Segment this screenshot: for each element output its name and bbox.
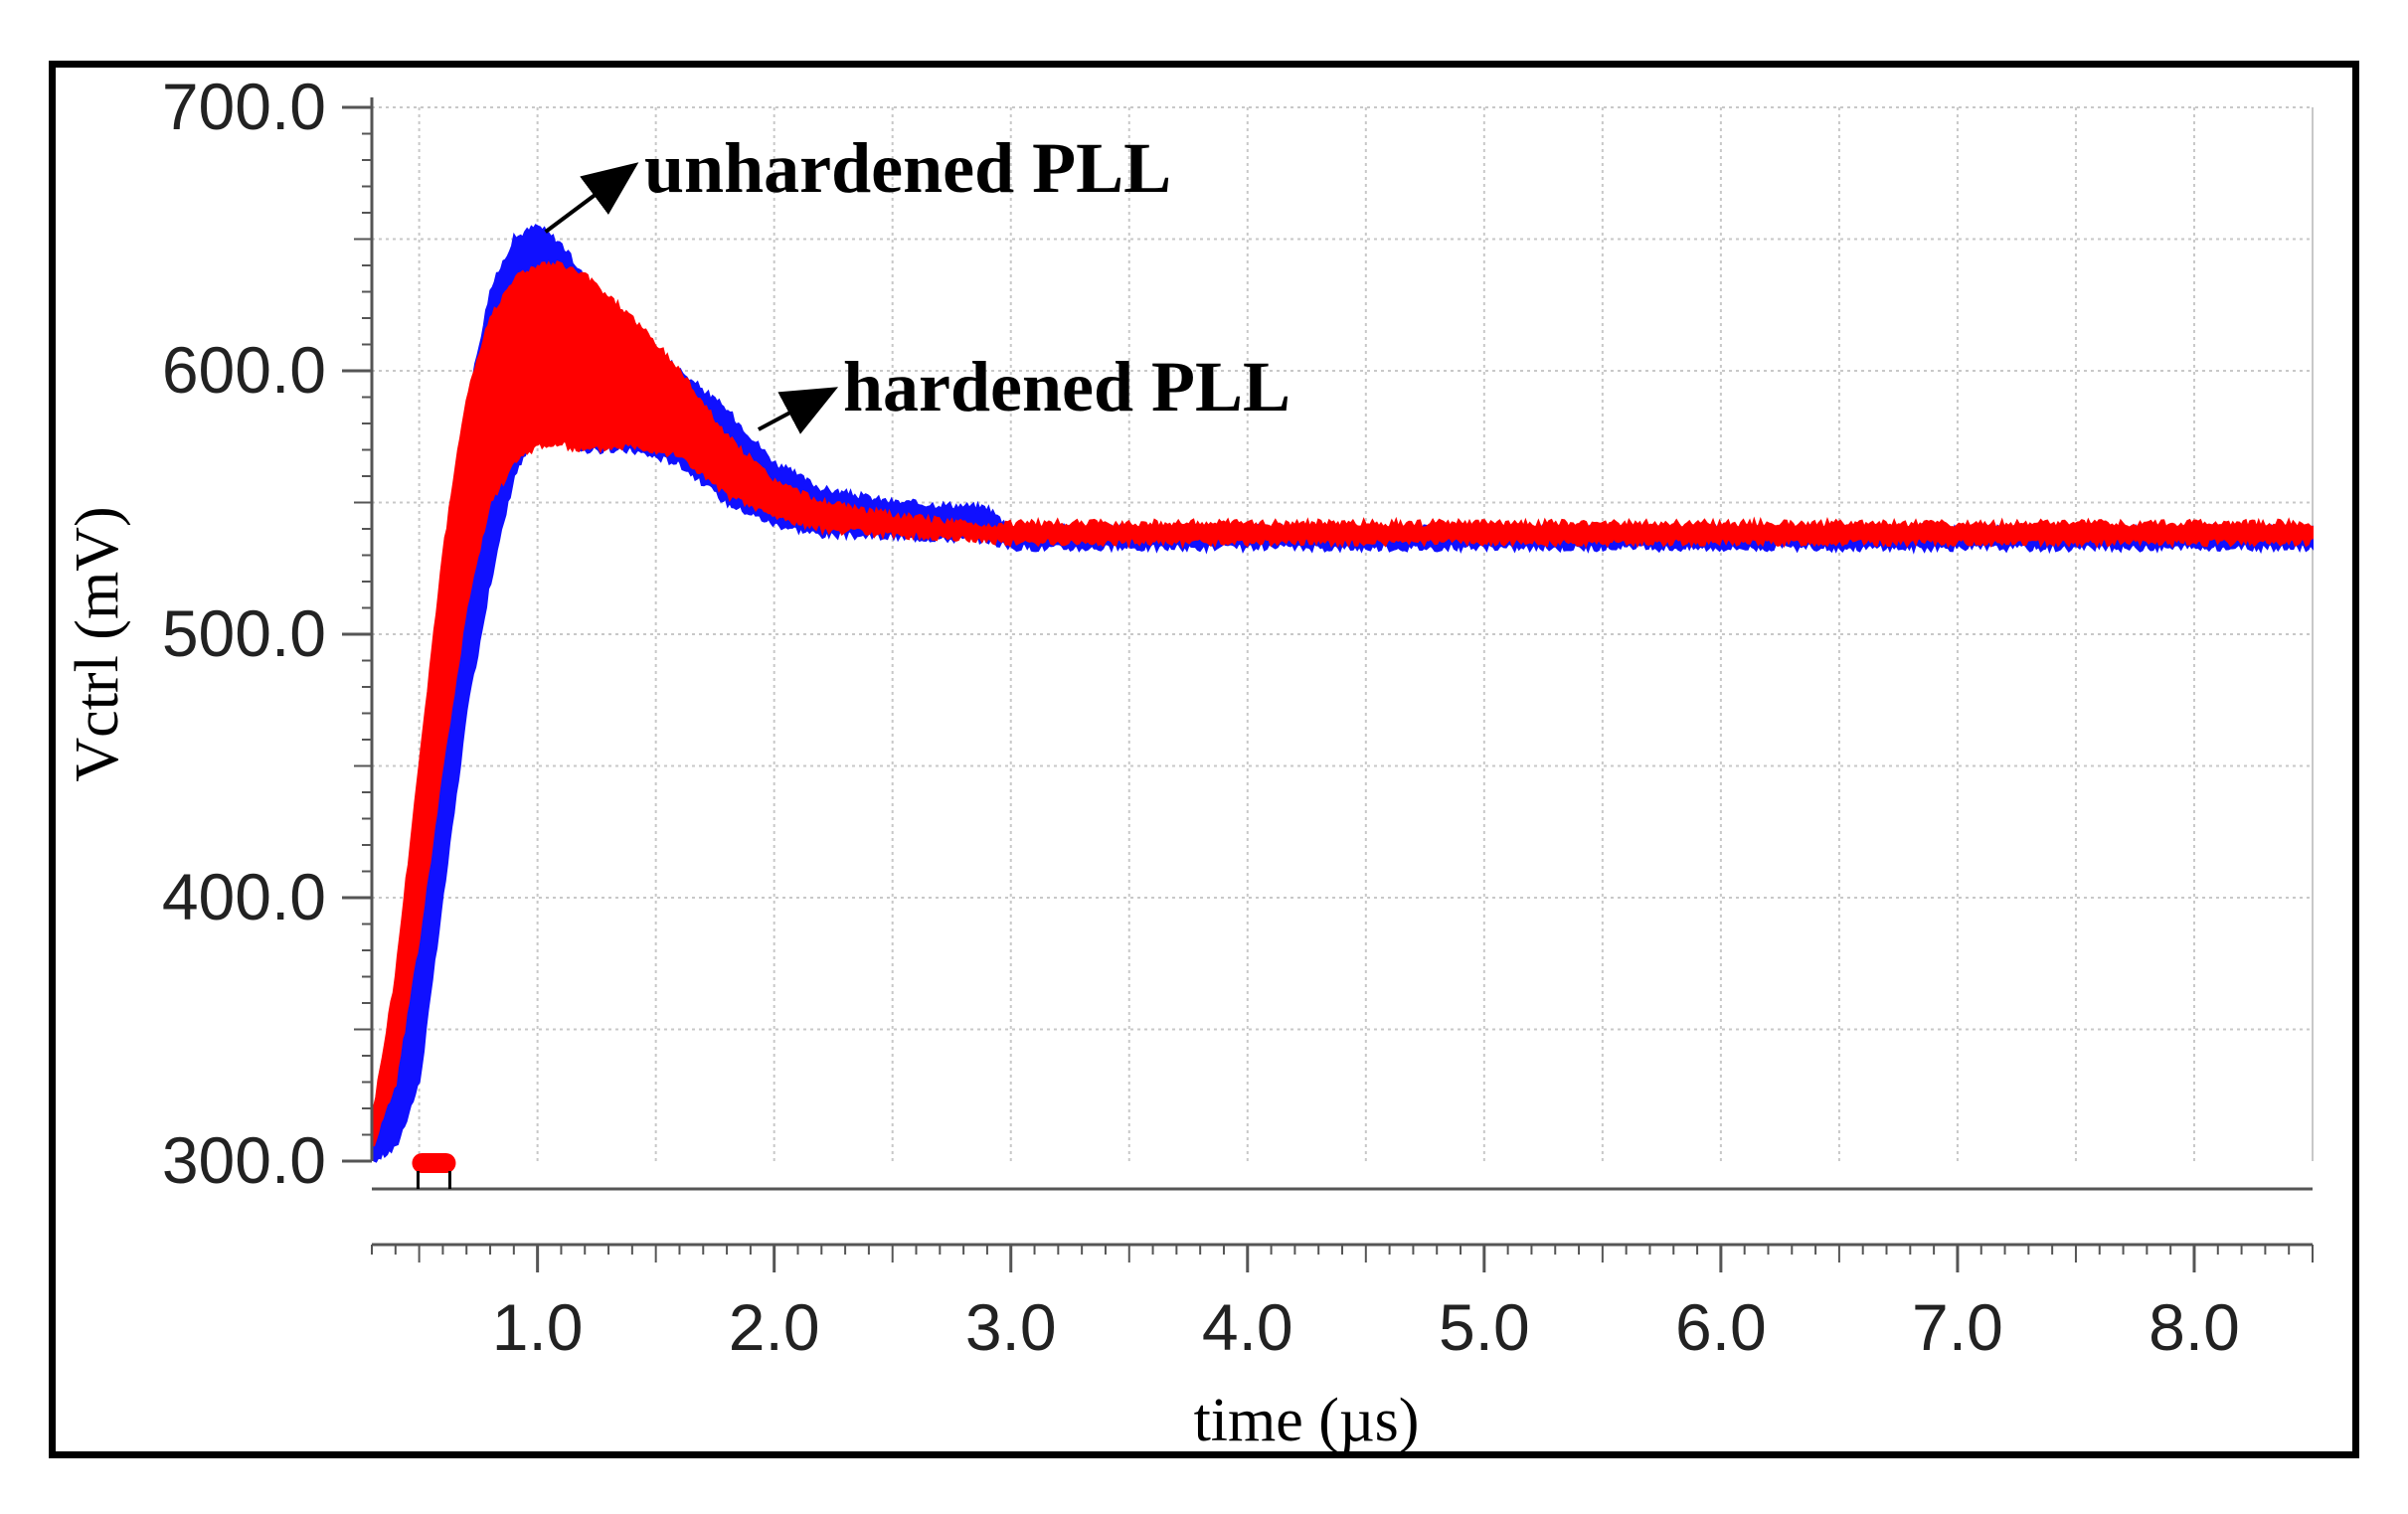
annotation-arrow-hardened-pll bbox=[757, 387, 839, 434]
grid-lines bbox=[372, 106, 2314, 1161]
x-tick-label: 5.0 bbox=[1439, 1290, 1530, 1364]
x-tick-label: 8.0 bbox=[2149, 1290, 2240, 1364]
vctrl-time-chart: 300.0 400.0 500.0 600.0 700.0 1.0 2.0 3.0 4.0 5.0… bbox=[64, 70, 2314, 1451]
x-tick-label: 7.0 bbox=[1912, 1290, 2003, 1364]
x-tick-label: 2.0 bbox=[729, 1290, 820, 1364]
x-tick-label: 4.0 bbox=[1202, 1290, 1293, 1364]
x-axis-title: time (µs) bbox=[1194, 1387, 1420, 1451]
cursor-marker-legs bbox=[416, 1171, 451, 1189]
y-tick-label: 300.0 bbox=[162, 1123, 326, 1197]
series-bands bbox=[371, 224, 2314, 1163]
cursor-marker bbox=[412, 1153, 456, 1173]
y-tick-label: 500.0 bbox=[162, 596, 326, 670]
tick-labels: 300.0 400.0 500.0 600.0 700.0 1.0 2.0 3.0 4.0 5.0… bbox=[162, 70, 2240, 1364]
x-tick-label: 3.0 bbox=[965, 1290, 1057, 1364]
x-tick-label: 6.0 bbox=[1675, 1290, 1767, 1364]
tick-marks bbox=[342, 105, 2314, 1272]
series-band-hardened-pll bbox=[371, 260, 2314, 1147]
x-tick-label: 1.0 bbox=[492, 1290, 584, 1364]
annotation-arrow-unhardened-pll bbox=[544, 162, 639, 234]
axes bbox=[370, 97, 2313, 1247]
y-tick-label: 600.0 bbox=[162, 333, 326, 407]
y-tick-label: 700.0 bbox=[162, 70, 326, 143]
y-tick-label: 400.0 bbox=[162, 860, 326, 933]
y-axis-title: Vctrl (mV) bbox=[64, 506, 131, 781]
annotation-label-hardened-pll: hardened PLL bbox=[843, 347, 1290, 426]
annotations: unhardened PLL hardened PLL bbox=[544, 128, 1290, 434]
annotation-label-unhardened-pll: unhardened PLL bbox=[644, 128, 1171, 208]
chart-frame: 300.0 400.0 500.0 600.0 700.0 1.0 2.0 3.0 4.0 5.0… bbox=[49, 61, 2359, 1458]
